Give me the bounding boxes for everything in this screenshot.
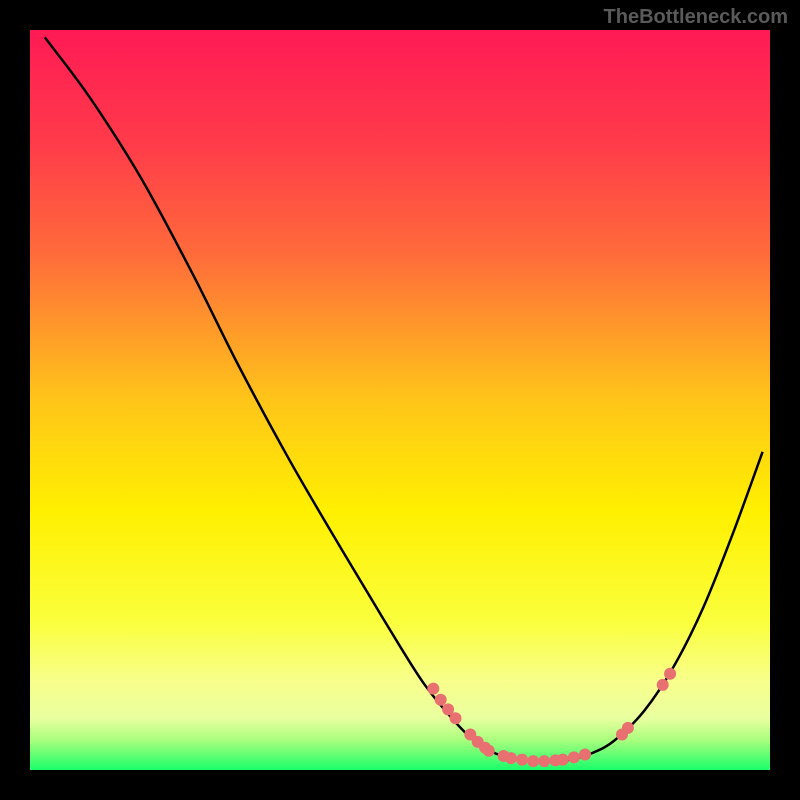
data-marker	[450, 712, 462, 724]
chart-svg	[30, 30, 770, 770]
data-marker	[483, 745, 495, 757]
data-marker	[527, 755, 539, 767]
data-marker	[435, 694, 447, 706]
data-marker	[622, 722, 634, 734]
data-marker	[505, 752, 517, 764]
data-marker	[538, 755, 550, 767]
data-marker	[664, 668, 676, 680]
watermark-text: TheBottleneck.com	[604, 6, 788, 29]
data-marker	[657, 679, 669, 691]
data-marker	[568, 751, 580, 763]
data-marker	[557, 754, 569, 766]
chart-background	[30, 30, 770, 770]
data-marker	[427, 683, 439, 695]
data-marker	[516, 754, 528, 766]
chart-container	[30, 30, 770, 770]
data-marker	[579, 748, 591, 760]
